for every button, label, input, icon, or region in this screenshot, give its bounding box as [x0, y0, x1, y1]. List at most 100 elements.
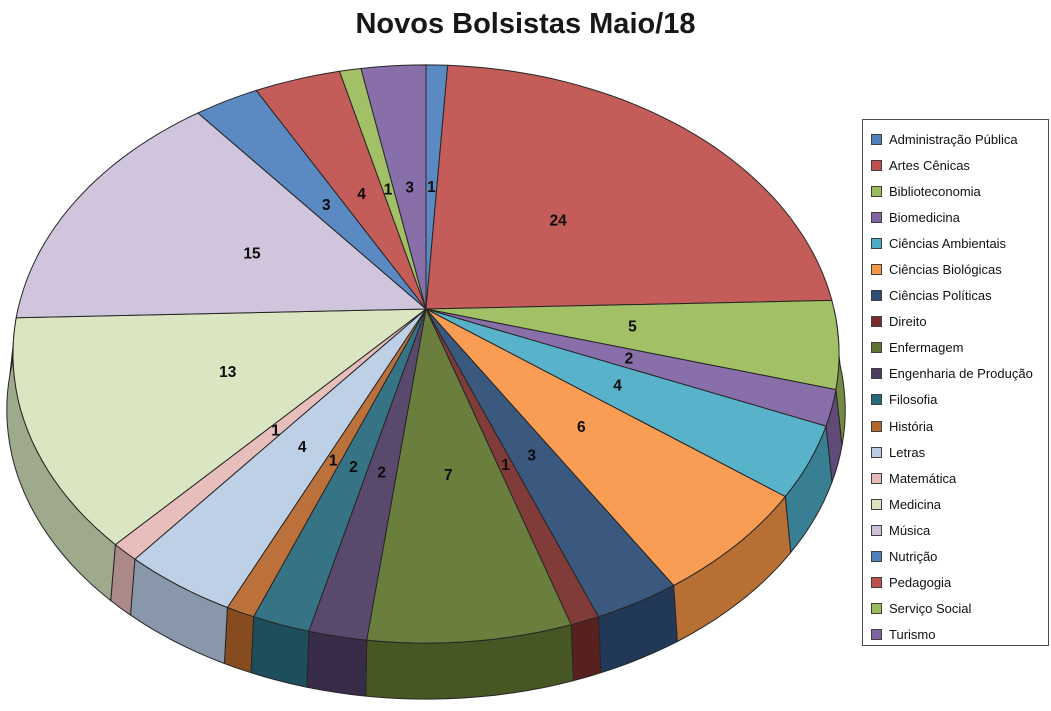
legend-item-ciencias-biologicas: Ciências Biológicas [871, 256, 1048, 282]
legend-swatch-icon [871, 446, 882, 458]
value-label-ciencias-biologicas: 6 [577, 419, 586, 436]
value-label-turismo: 3 [405, 179, 414, 196]
value-label-ciencias-politicas: 3 [527, 448, 536, 465]
legend-swatch-icon [871, 316, 882, 328]
pie-slice-turismo [360, 64, 427, 310]
legend-label: Biblioteconomia [889, 183, 981, 199]
legend-swatch-icon [871, 551, 882, 563]
value-label-medicina: 13 [219, 364, 237, 381]
pie-slice-ciencias-politicas [425, 308, 675, 618]
legend-item-direito: Direito [871, 309, 1048, 335]
pie-slice-letras [134, 308, 427, 608]
legend-label: Ciências Biológicas [889, 262, 1002, 278]
legend-swatch-icon [871, 237, 882, 249]
pie-slice-side-direito [570, 616, 602, 682]
legend-swatch-icon [871, 211, 882, 223]
legend-item-filosofia: Filosofia [871, 387, 1048, 413]
value-label-administracao-publica: 1 [427, 179, 436, 196]
legend-swatch-icon [871, 159, 882, 171]
legend-label: Matemática [889, 470, 957, 486]
legend-label: Biomedicina [889, 209, 960, 225]
legend-swatch-icon [871, 290, 882, 302]
legend-item-letras: Letras [871, 439, 1048, 465]
value-label-filosofia: 2 [349, 459, 358, 476]
legend-item-matematica: Matemática [871, 465, 1048, 491]
value-label-engenharia-de-producao: 2 [377, 465, 386, 482]
pie-slice-nutricao [197, 89, 427, 310]
value-label-enfermagem: 7 [444, 467, 453, 484]
pie-slice-artes-cenicas [425, 64, 833, 310]
legend-item-engenharia-de-producao: Engenharia de Produção [871, 361, 1048, 387]
legend-item-turismo: Turismo [871, 622, 1048, 648]
legend-label: Música [889, 522, 931, 538]
pie-slice-medicina [12, 308, 427, 546]
pie-slice-musica [15, 112, 427, 319]
value-label-servico-social: 1 [384, 181, 393, 198]
legend-swatch-icon [871, 342, 882, 354]
legend-label: História [889, 418, 934, 434]
pie-slice-ciencias-ambientais [425, 308, 827, 498]
legend-item-nutricao: Nutrição [871, 544, 1048, 570]
legend-item-biomedicina: Biomedicina [871, 204, 1048, 230]
legend-swatch-icon [871, 577, 882, 589]
pie-slice-side-engenharia-de-producao [306, 630, 368, 697]
legend-label: Enfermagem [889, 340, 964, 356]
legend-label: Filosofia [889, 392, 938, 408]
legend-item-pedagogia: Pedagogia [871, 570, 1048, 596]
value-label-pedagogia: 4 [357, 186, 366, 203]
chart-title: Novos Bolsistas Maio/18 [355, 8, 696, 40]
pie-slices [12, 64, 840, 644]
legend-label: Direito [889, 314, 927, 330]
legend-item-administracao-publica: Administração Pública [871, 126, 1048, 152]
value-label-artes-cenicas: 24 [549, 212, 567, 229]
value-label-ciencias-ambientais: 4 [613, 378, 622, 395]
legend-label: Nutrição [889, 549, 938, 565]
legend-label: Turismo [889, 627, 936, 643]
legend-item-ciencias-ambientais: Ciências Ambientais [871, 230, 1048, 256]
legend-label: Serviço Social [889, 601, 972, 617]
legend-swatch-icon [871, 420, 882, 432]
value-label-historia: 1 [329, 453, 338, 470]
legend-swatch-icon [871, 368, 882, 380]
legend-swatch-icon [871, 472, 882, 484]
value-label-letras: 4 [298, 439, 307, 456]
legend-swatch-icon [871, 133, 882, 145]
legend-label: Pedagogia [889, 575, 952, 591]
legend-swatch-icon [871, 185, 882, 197]
legend-label: Ciências Ambientais [889, 235, 1007, 251]
value-label-musica: 15 [243, 246, 261, 263]
value-label-direito: 1 [501, 457, 510, 474]
legend-label: Ciências Políticas [889, 288, 992, 304]
pie-slice-side-historia [223, 607, 255, 674]
legend-item-biblioteconomia: Biblioteconomia [871, 178, 1048, 204]
value-label-biomedicina: 2 [625, 350, 634, 367]
legend-item-artes-cenicas: Artes Cênicas [871, 152, 1048, 178]
legend-item-ciencias-politicas: Ciências Políticas [871, 283, 1048, 309]
legend-label: Engenharia de Produção [889, 366, 1033, 382]
legend-label: Artes Cênicas [889, 157, 970, 173]
legend-item-medicina: Medicina [871, 491, 1048, 517]
legend-swatch-icon [871, 524, 882, 536]
value-label-biblioteconomia: 5 [628, 319, 637, 336]
legend-item-servico-social: Serviço Social [871, 596, 1048, 622]
pie-slice-ciencias-biologicas [425, 308, 786, 586]
value-label-matematica: 1 [271, 423, 280, 440]
legend-item-musica: Música [871, 517, 1048, 543]
legend-swatch-icon [871, 498, 882, 510]
legend-item-historia: História [871, 413, 1048, 439]
pie-slice-pedagogia [255, 70, 427, 310]
pie-slice-biblioteconomia [425, 299, 840, 391]
legend-swatch-icon [871, 394, 882, 406]
legend-label: Administração Pública [889, 131, 1018, 147]
legend-item-enfermagem: Enfermagem [871, 335, 1048, 361]
legend-label: Letras [889, 444, 926, 460]
legend-label: Medicina [889, 496, 942, 512]
legend-box: Administração Pública Artes Cênicas Biblio… [862, 119, 1049, 646]
value-label-nutricao: 3 [322, 197, 331, 214]
legend-swatch-icon [871, 629, 882, 641]
pie-slice-enfermagem [366, 308, 572, 644]
legend-swatch-icon [871, 264, 882, 276]
